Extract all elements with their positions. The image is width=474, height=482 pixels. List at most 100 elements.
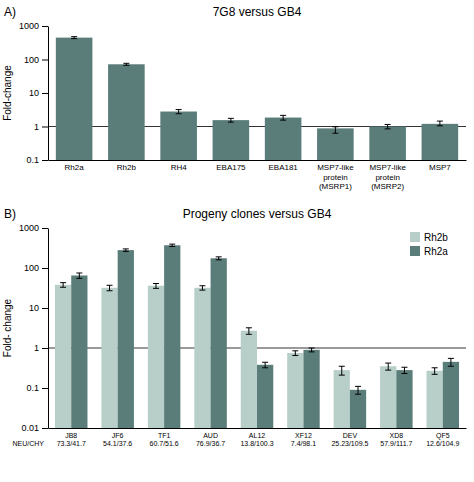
x-tick-label-line: (MSRP1) bbox=[319, 182, 352, 191]
x-tick-label-line: MSP7 bbox=[429, 163, 451, 172]
bar bbox=[427, 371, 443, 428]
legend-label: Rh2b bbox=[424, 232, 448, 243]
x-tick-label-line: protein bbox=[375, 173, 399, 182]
x-tick: RH4 bbox=[171, 163, 188, 172]
bar bbox=[350, 390, 366, 428]
legend-label: Rh2a bbox=[424, 246, 448, 257]
error-bar bbox=[71, 37, 77, 39]
x-tick-label-line: Rh2a bbox=[65, 163, 85, 172]
y-tick-label: 0.01 bbox=[21, 423, 39, 433]
y-tick: 0.1 bbox=[26, 383, 48, 393]
x-tick: Rh2a bbox=[65, 163, 85, 172]
x-tick: AUD76.9/36.7 bbox=[196, 432, 225, 447]
y-tick-mark bbox=[42, 428, 48, 429]
x-tick-label: TF160.7/51.6 bbox=[150, 432, 179, 447]
error-bar bbox=[309, 348, 315, 352]
y-tick-label: 1000 bbox=[19, 21, 39, 31]
x-tick-label-line: 60.7/51.6 bbox=[150, 440, 179, 447]
x-tick-label-line: protein bbox=[323, 173, 347, 182]
x-tick-label-line: QF5 bbox=[436, 432, 450, 440]
x-tick-label-line: RH4 bbox=[171, 163, 188, 172]
x-tick: QF512.6/104.9 bbox=[426, 432, 459, 447]
y-tick-label: 100 bbox=[24, 263, 39, 273]
bar bbox=[257, 365, 273, 428]
legend-swatch bbox=[410, 246, 420, 256]
y-axis: 0.11101001000 bbox=[19, 21, 49, 165]
x-tick-label-line: 25.23/109.5 bbox=[331, 440, 368, 447]
error-bar bbox=[246, 328, 252, 335]
x-tick: TF160.7/51.6 bbox=[150, 432, 179, 447]
error-bar bbox=[199, 286, 205, 290]
error-bar bbox=[123, 63, 129, 65]
y-tick-mark bbox=[42, 127, 48, 128]
x-tick-label: XF127.4/98.1 bbox=[291, 432, 316, 447]
y-axis-line bbox=[48, 229, 49, 429]
x-tick-label-line: EBA181 bbox=[268, 163, 298, 172]
x-tick-label-line: 13.8/100.3 bbox=[240, 440, 273, 447]
x-tick-label-line: 57.9/111.7 bbox=[380, 440, 412, 447]
x-tick-label: MSP7 bbox=[429, 163, 451, 172]
y-axis-title: Fold-change bbox=[2, 65, 13, 121]
panel-label: A) bbox=[4, 5, 16, 19]
y-tick: 10 bbox=[29, 303, 48, 313]
error-bar bbox=[107, 285, 113, 290]
bar bbox=[164, 245, 180, 428]
error-bar bbox=[339, 366, 345, 375]
y-tick-label: 10 bbox=[29, 88, 39, 98]
bar bbox=[56, 38, 93, 160]
bar bbox=[287, 353, 303, 428]
y-tick: 1 bbox=[34, 343, 48, 353]
title: 7G8 versus GB4 bbox=[213, 5, 302, 19]
error-bar bbox=[123, 249, 129, 251]
x-axis-line bbox=[49, 160, 467, 161]
x-tick-label: Rh2b bbox=[117, 163, 137, 172]
x-tick: EBA181 bbox=[268, 163, 298, 172]
error-bars bbox=[60, 283, 438, 375]
legend-item: Rh2a bbox=[410, 246, 448, 257]
y-tick-label: 100 bbox=[24, 55, 39, 65]
error-bars bbox=[71, 37, 443, 134]
bar bbox=[118, 250, 134, 428]
x-tick-label: QF512.6/104.9 bbox=[426, 432, 459, 447]
x-tick-label: MSP7-likeprotein(MSRP2) bbox=[369, 163, 406, 190]
x-tick-label-line: Rh2b bbox=[117, 163, 137, 172]
y-tick-label: 0.1 bbox=[26, 383, 39, 393]
error-bar bbox=[280, 115, 286, 120]
x-tick-label-line: 76.9/36.7 bbox=[196, 440, 225, 447]
x-tick-label-line: MSP7-like bbox=[369, 163, 406, 172]
bar bbox=[334, 370, 350, 428]
bar bbox=[71, 275, 87, 428]
error-bar bbox=[332, 127, 338, 133]
error-bar bbox=[169, 244, 175, 246]
legend: Rh2b Rh2a bbox=[410, 232, 448, 257]
bar-series bbox=[56, 38, 458, 160]
x-tick-label-line: 73.3/41.7 bbox=[57, 440, 86, 447]
x-tick-label-line: 7.4/98.1 bbox=[291, 440, 316, 447]
error-bar bbox=[355, 386, 361, 394]
axis-annotation: NEU/CHY bbox=[12, 440, 44, 447]
error-bar bbox=[401, 367, 407, 373]
bar bbox=[380, 366, 396, 428]
y-tick-label: 1 bbox=[34, 343, 39, 353]
bar bbox=[396, 370, 412, 428]
bar bbox=[443, 362, 459, 428]
x-tick-label-line: XF12 bbox=[295, 432, 312, 439]
y-tick-label: 1000 bbox=[19, 223, 39, 233]
bar bbox=[101, 288, 117, 428]
y-tick-mark bbox=[42, 26, 48, 27]
legend-item: Rh2b bbox=[410, 232, 448, 243]
x-tick-label: DEV25.23/109.5 bbox=[331, 432, 368, 447]
x-axis: JB873.3/41.7JF654.1/37.6TF160.7/51.6AUD7… bbox=[49, 429, 467, 447]
y-tick: 1000 bbox=[19, 223, 48, 233]
x-tick-label-line: JF6 bbox=[112, 432, 124, 439]
panel-label: B) bbox=[4, 207, 16, 221]
x-tick: JF654.1/37.6 bbox=[103, 432, 132, 447]
y-tick-label: 0.1 bbox=[26, 155, 39, 165]
y-tick: 1000 bbox=[19, 21, 48, 31]
error-bar bbox=[437, 121, 443, 126]
bar-series bbox=[71, 245, 459, 428]
x-axis-line bbox=[49, 428, 467, 429]
x-tick-label-line: (MSRP2) bbox=[371, 182, 404, 191]
panel: 0.010.11101001000JB873.3/41.7JF654.1/37.… bbox=[2, 207, 467, 447]
bar-series bbox=[55, 285, 443, 428]
